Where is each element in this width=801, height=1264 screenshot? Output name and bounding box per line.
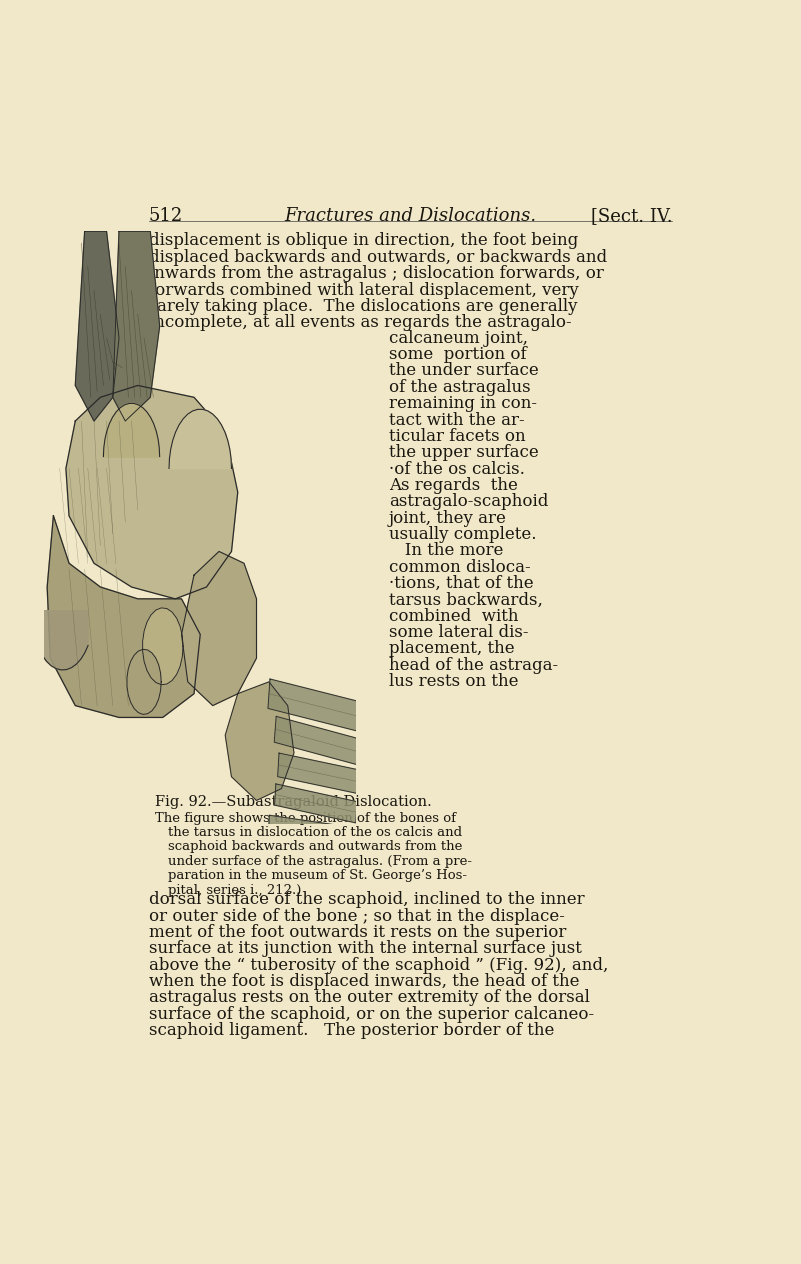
Text: 512: 512 [148,207,183,225]
Text: Fractures and Dislocations.: Fractures and Dislocations. [284,207,537,225]
Polygon shape [66,386,238,599]
Polygon shape [225,681,294,800]
Text: As regards  the: As regards the [388,477,517,494]
Text: ticular facets on: ticular facets on [388,428,525,445]
Polygon shape [31,576,88,670]
Polygon shape [143,608,183,685]
Text: joint, they are: joint, they are [388,509,507,527]
Text: displaced backwards and outwards, or backwards and: displaced backwards and outwards, or bac… [148,249,606,265]
Text: usually complete.: usually complete. [388,526,537,544]
Text: ·of the os calcis.: ·of the os calcis. [388,460,525,478]
Polygon shape [278,753,364,794]
Polygon shape [268,679,364,732]
Text: ment of the foot outwards it rests on the superior: ment of the foot outwards it rests on th… [148,924,566,942]
Text: lus rests on the: lus rests on the [388,674,518,690]
Text: under surface of the astragalus. (From a pre-: under surface of the astragalus. (From a… [168,854,473,868]
Text: surface of the scaphoid, or on the superior calcaneo-: surface of the scaphoid, or on the super… [148,1006,594,1023]
Text: calcaneum joint,: calcaneum joint, [388,330,528,346]
Text: the under surface: the under surface [388,363,538,379]
Text: The figure shows the position of the bones of: The figure shows the position of the bon… [155,811,456,824]
Text: tarsus backwards,: tarsus backwards, [388,592,542,608]
Text: of the astragalus: of the astragalus [388,379,530,396]
Text: or outer side of the bone ; so that in the displace-: or outer side of the bone ; so that in t… [148,908,565,925]
Text: head of the astraga-: head of the astraga- [388,657,558,674]
Text: astragalus rests on the outer extremity of the dorsal: astragalus rests on the outer extremity … [148,990,590,1006]
Text: astragalo-scaphoid: astragalo-scaphoid [388,493,548,511]
Text: In the more: In the more [388,542,503,560]
Text: scaphoid ligament.   The posterior border of the: scaphoid ligament. The posterior border … [148,1023,554,1039]
Text: when the foot is displaced inwards, the head of the: when the foot is displaced inwards, the … [148,973,579,990]
Text: inwards from the astragalus ; dislocation forwards, or: inwards from the astragalus ; dislocatio… [148,265,603,282]
Polygon shape [47,516,200,718]
Polygon shape [275,784,357,823]
Polygon shape [75,231,119,421]
Text: ·tions, that of the: ·tions, that of the [388,575,533,592]
Text: [Sect. IV.: [Sect. IV. [591,207,673,225]
Text: the upper surface: the upper surface [388,444,538,461]
Text: pital, series i., 212.): pital, series i., 212.) [168,884,302,896]
Text: some lateral dis-: some lateral dis- [388,624,529,641]
Polygon shape [113,231,159,421]
Text: tact with the ar-: tact with the ar- [388,412,525,428]
Text: displacement is oblique in direction, the foot being: displacement is oblique in direction, th… [148,233,578,249]
Polygon shape [268,815,351,844]
Text: some  portion of: some portion of [388,346,526,363]
Polygon shape [169,410,231,469]
Polygon shape [103,403,159,456]
Text: forwards combined with lateral displacement, very: forwards combined with lateral displacem… [148,282,578,298]
Text: common disloca-: common disloca- [388,559,530,575]
Polygon shape [274,717,364,766]
Polygon shape [182,551,256,705]
Text: above the “ tuberosity of the scaphoid ” (Fig. 92), and,: above the “ tuberosity of the scaphoid ”… [148,957,608,973]
Text: rarely taking place.  The dislocations are generally: rarely taking place. The dislocations ar… [148,298,577,315]
Text: incomplete, at all events as regards the astragalo-: incomplete, at all events as regards the… [148,315,571,331]
Text: remaining in con-: remaining in con- [388,396,537,412]
Text: paration in the museum of St. George’s Hos-: paration in the museum of St. George’s H… [168,870,468,882]
Text: surface at its junction with the internal surface just: surface at its junction with the interna… [148,940,582,957]
Text: scaphoid backwards and outwards from the: scaphoid backwards and outwards from the [168,841,463,853]
Text: combined  with: combined with [388,608,518,624]
Polygon shape [127,650,161,714]
Text: dorsal surface of the scaphoid, inclined to the inner: dorsal surface of the scaphoid, inclined… [148,891,584,909]
Text: Fig. 92.—Subastragaloid Dislocation.: Fig. 92.—Subastragaloid Dislocation. [155,795,432,809]
Text: placement, the: placement, the [388,641,514,657]
Text: the tarsus in dislocation of the os calcis and: the tarsus in dislocation of the os calc… [168,825,462,839]
